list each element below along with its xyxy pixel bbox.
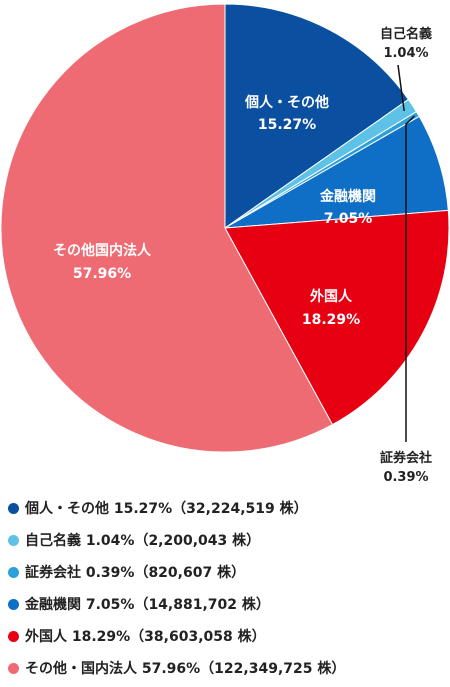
slice-label-foreign-percent: 18.29% — [302, 312, 360, 328]
slice-domestic — [0, 3, 334, 453]
legend-label: 外国人 18.29%（38,603,058 株） — [25, 629, 266, 645]
legend-swatch — [8, 598, 19, 610]
slice-label-securities-name: 証券会社 — [380, 450, 432, 466]
legend-item-securities: 証券会社 0.39%（820,607 株） — [8, 556, 448, 588]
legend-label: 個人・その他 15.27%（32,224,519 株） — [25, 501, 308, 517]
legend-item-domestic: その他・国内法人 57.96%（122,349,725 株） — [8, 652, 448, 684]
slice-label-individuals-name: 個人・その他 — [244, 94, 329, 111]
slice-label-securities-percent: 0.39% — [383, 470, 428, 485]
slice-label-financial-percent: 7.05% — [324, 211, 373, 227]
slice-foreign — [224, 209, 450, 426]
slice-label-domestic-percent: 57.96% — [73, 266, 131, 282]
legend-swatch — [8, 566, 19, 578]
legend-label: 証券会社 0.39%（820,607 株） — [25, 565, 246, 581]
pie-chart: 個人・その他 15.27% 自己名義 1.04% 金融機関 7.05% 外国人 … — [0, 3, 450, 485]
leader-line-treasury — [397, 64, 405, 112]
slice-label-domestic-name: その他国内法人 — [53, 242, 152, 259]
slice-label-treasury-percent: 1.04% — [383, 46, 428, 61]
legend-swatch — [8, 662, 19, 674]
legend-label: その他・国内法人 57.96%（122,349,725 株） — [25, 661, 346, 677]
legend-swatch — [8, 630, 19, 642]
slice-individuals — [224, 3, 410, 229]
slice-label-foreign-name: 外国人 — [310, 288, 353, 305]
slice-label-treasury-name: 自己名義 — [380, 26, 432, 42]
chart-legend: 個人・その他 15.27%（32,224,519 株） 自己名義 1.04%（2… — [8, 492, 448, 684]
legend-label: 金融機関 7.05%（14,881,702 株） — [25, 597, 270, 613]
pie-slices — [0, 3, 450, 453]
legend-item-treasury: 自己名義 1.04%（2,200,043 株） — [8, 524, 448, 556]
legend-item-foreign: 外国人 18.29%（38,603,058 株） — [8, 620, 448, 652]
legend-swatch — [8, 502, 19, 514]
slice-label-individuals-percent: 15.27% — [258, 117, 316, 133]
slice-label-financial-name: 金融機関 — [319, 188, 376, 205]
legend-swatch — [8, 534, 19, 546]
leader-lines — [397, 64, 415, 442]
legend-item-individuals: 個人・その他 15.27%（32,224,519 株） — [8, 492, 448, 524]
legend-item-financial: 金融機関 7.05%（14,881,702 株） — [8, 588, 448, 620]
legend-label: 自己名義 1.04%（2,200,043 株） — [25, 533, 261, 549]
leader-line-securities — [405, 115, 415, 442]
